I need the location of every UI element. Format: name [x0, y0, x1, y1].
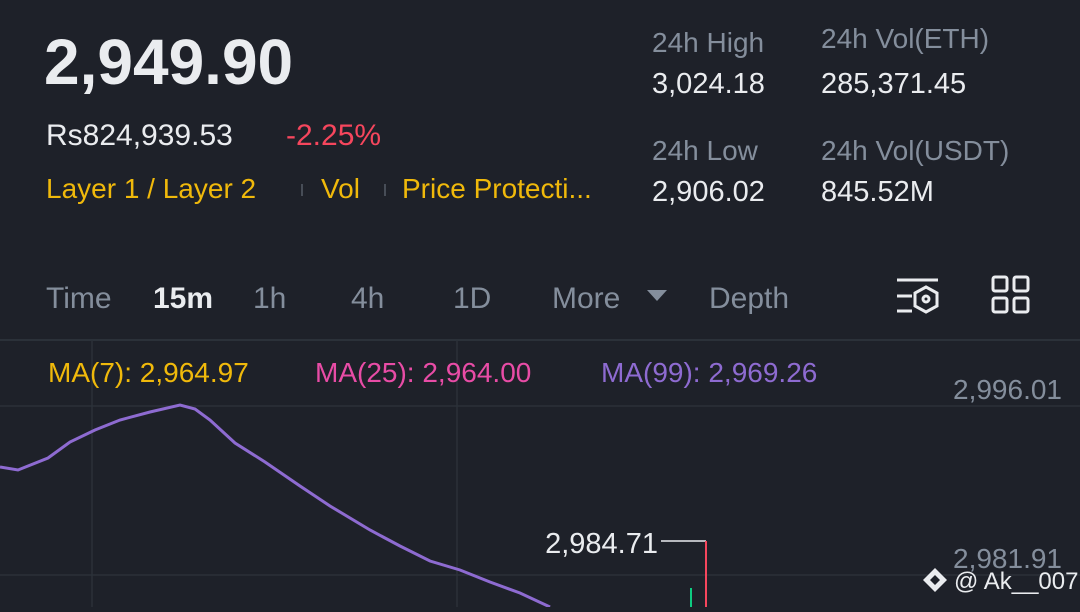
price-change: -2.25%: [286, 119, 381, 152]
stat-value: 3,024.18: [652, 68, 765, 100]
ma99-label: MA(99): 2,969.26: [601, 357, 817, 388]
tab[interactable]: Depth: [709, 282, 789, 315]
price-axis-label: 2,996.01: [953, 374, 1062, 405]
settings-icon[interactable]: [897, 278, 939, 314]
tab[interactable]: More: [552, 282, 620, 315]
stat-label: 24h Vol(USDT): [821, 135, 1009, 166]
stat-value: 285,371.45: [821, 68, 966, 100]
dropdown-arrow[interactable]: [647, 290, 667, 301]
ma25-label: MA(25): 2,964.00: [315, 357, 531, 388]
ma7-label: MA(7): 2,964.97: [48, 357, 249, 388]
tab[interactable]: Time: [46, 282, 112, 315]
tab[interactable]: 4h: [351, 282, 384, 315]
layout-icon[interactable]: [991, 275, 1030, 314]
tab[interactable]: 1h: [253, 282, 286, 315]
stat-value: 2,906.02: [652, 176, 765, 208]
stat-label: 24h High: [652, 27, 764, 58]
last-price: 2,949.90: [44, 26, 293, 98]
tab-active[interactable]: 15m: [153, 282, 213, 315]
ma99-line: [0, 403, 551, 609]
stat-label: 24h Vol(ETH): [821, 23, 989, 54]
watermark-text: @ Ak__007: [954, 568, 1078, 595]
high-annotation: 2,984.71: [545, 528, 658, 560]
tag[interactable]: Price Protecti...: [402, 173, 592, 204]
price-axis-label: 2,981.91: [953, 543, 1062, 574]
watermark: @ Ak__007: [923, 568, 1078, 595]
fiat-price: Rs824,939.53: [46, 119, 233, 152]
watermark-logo: [923, 568, 947, 592]
stat-value: 845.52M: [821, 176, 934, 208]
tag[interactable]: Layer 1 / Layer 2: [46, 173, 256, 204]
tab[interactable]: 1D: [453, 282, 491, 315]
tag[interactable]: Vol: [321, 173, 360, 204]
stat-label: 24h Low: [652, 135, 759, 166]
